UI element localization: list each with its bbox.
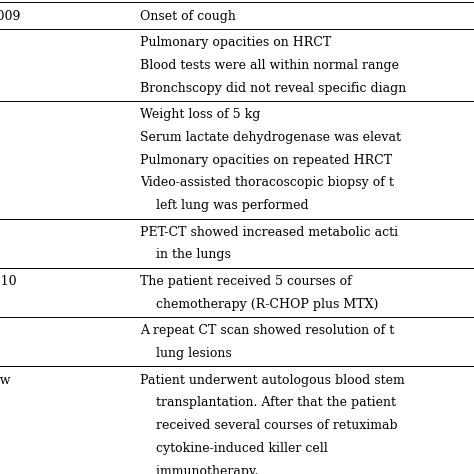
Text: lung lesions: lung lesions — [140, 347, 232, 360]
Text: July 2010–Now: July 2010–Now — [0, 374, 10, 387]
Text: chemotherapy (R-CHOP plus MTX): chemotherapy (R-CHOP plus MTX) — [140, 298, 378, 311]
Text: PET-CT showed increased metabolic acti: PET-CT showed increased metabolic acti — [140, 226, 398, 239]
Text: transplantation. After that the patient: transplantation. After that the patient — [140, 396, 396, 410]
Text: Serum lactate dehydrogenase was elevat: Serum lactate dehydrogenase was elevat — [140, 131, 401, 144]
Text: Blood tests were all within normal range: Blood tests were all within normal range — [140, 59, 399, 72]
Text: in the lungs: in the lungs — [140, 248, 231, 262]
Text: April–June 2010: April–June 2010 — [0, 275, 16, 288]
Text: Pulmonary opacities on HRCT: Pulmonary opacities on HRCT — [140, 36, 331, 49]
Text: received several courses of retuximab: received several courses of retuximab — [140, 419, 398, 432]
Text: immunotherapy.: immunotherapy. — [140, 465, 258, 474]
Text: Bronchscopy did not reveal specific diagn: Bronchscopy did not reveal specific diag… — [140, 82, 406, 95]
Text: left lung was performed: left lung was performed — [140, 199, 309, 212]
Text: Pulmonary opacities on repeated HRCT: Pulmonary opacities on repeated HRCT — [140, 154, 392, 167]
Text: cytokine-induced killer cell: cytokine-induced killer cell — [140, 442, 328, 455]
Text: A repeat CT scan showed resolution of t: A repeat CT scan showed resolution of t — [140, 324, 394, 337]
Text: Patient underwent autologous blood stem: Patient underwent autologous blood stem — [140, 374, 405, 387]
Text: Onset of cough: Onset of cough — [140, 9, 236, 23]
Text: September 2009: September 2009 — [0, 9, 20, 23]
Text: The patient received 5 courses of: The patient received 5 courses of — [140, 275, 352, 288]
Text: Weight loss of 5 kg: Weight loss of 5 kg — [140, 108, 260, 121]
Text: Video-assisted thoracoscopic biopsy of t: Video-assisted thoracoscopic biopsy of t — [140, 176, 394, 190]
